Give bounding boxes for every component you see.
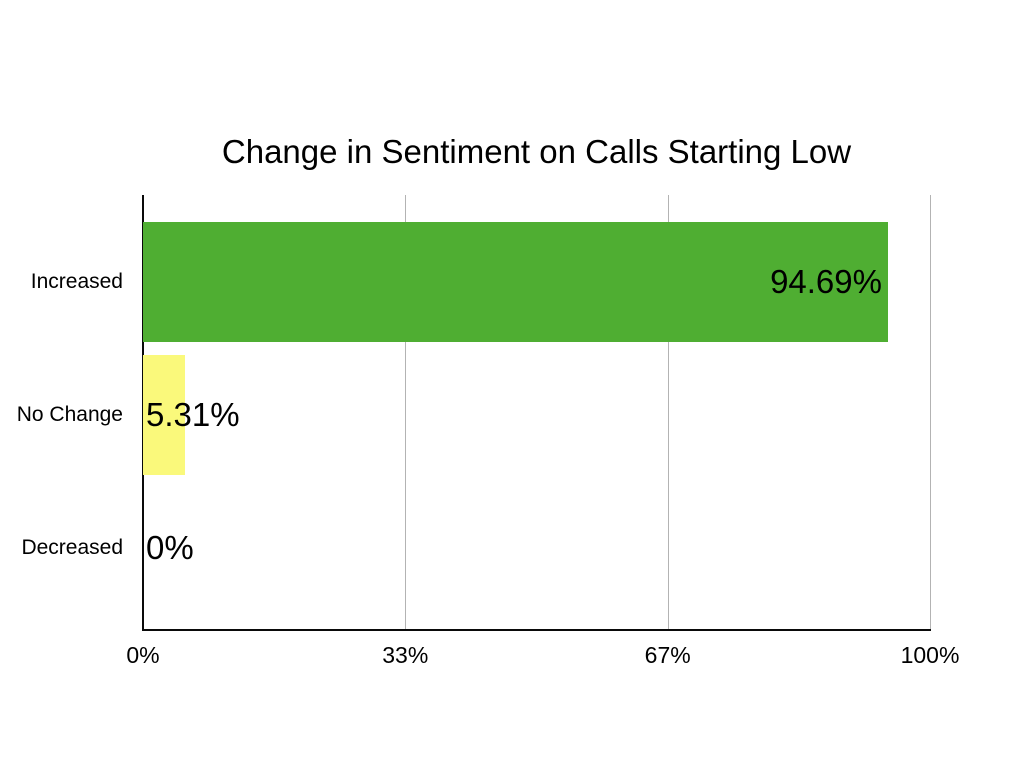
bar-no-change: [143, 355, 185, 475]
value-label-decreased: 0%: [146, 529, 194, 566]
category-label-decreased: Decreased: [21, 536, 123, 559]
x-tick-33: 33%: [382, 642, 429, 668]
x-tick-100: 100%: [900, 642, 960, 668]
bar-row-increased: Increased 94.69%: [0, 222, 1024, 342]
value-label-increased: 94.69%: [770, 263, 882, 300]
chart-title: Change in Sentiment on Calls Starting Lo…: [221, 133, 852, 170]
gridline-33: [405, 195, 407, 629]
x-axis-line: [143, 629, 931, 631]
bar-increased: [143, 222, 889, 342]
bar-row-no-change: No Change 5.31%: [0, 355, 1024, 475]
gridline-100: [930, 195, 931, 629]
x-tick-0: 0%: [126, 642, 160, 668]
value-label-no-change: 5.31%: [146, 396, 240, 433]
category-label-no-change: No Change: [16, 403, 123, 426]
gridline-67: [667, 195, 669, 629]
bar-row-decreased: Decreased 0%: [0, 488, 1024, 608]
x-tick-67: 67%: [644, 642, 691, 668]
category-label-increased: Increased: [30, 270, 123, 293]
